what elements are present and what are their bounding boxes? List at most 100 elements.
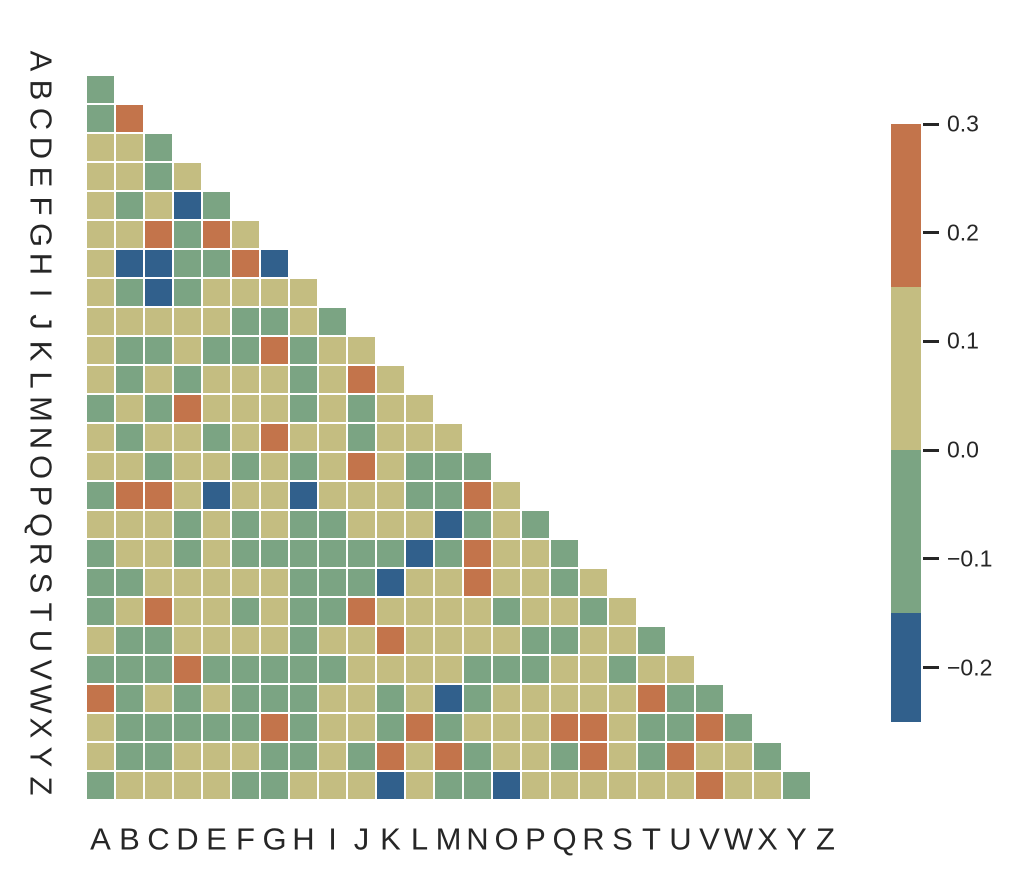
heatmap-cell-SD — [174, 569, 201, 596]
heatmap-cell-WG — [261, 685, 288, 712]
heatmap-cell-XH — [290, 714, 317, 741]
heatmap-cell-OC — [145, 453, 172, 480]
heatmap-cell-JI — [319, 308, 346, 335]
heatmap-cell-IE — [203, 279, 230, 306]
heatmap-cell-YI — [319, 743, 346, 770]
heatmap-cell-LE — [203, 366, 230, 393]
heatmap-cell-YX — [754, 743, 781, 770]
heatmap-cell-WF — [232, 685, 259, 712]
heatmap-cell-YO — [493, 743, 520, 770]
heatmap-cell-IH — [290, 279, 317, 306]
heatmap-cell-MJ — [348, 395, 375, 422]
heatmap-cell-UG — [261, 627, 288, 654]
heatmap-cell-ON — [464, 453, 491, 480]
heatmap-cell-TS — [609, 598, 636, 625]
heatmap-cell-MC — [145, 395, 172, 422]
heatmap-cell-GE — [203, 221, 230, 248]
heatmap-cell-UI — [319, 627, 346, 654]
heatmap-cell-GB — [116, 221, 143, 248]
colorbar-tick-mark — [923, 448, 939, 452]
heatmap-cell-OK — [377, 453, 404, 480]
heatmap-cell-KC — [145, 337, 172, 364]
heatmap-cell-TO — [493, 598, 520, 625]
heatmap-cell-OJ — [348, 453, 375, 480]
y-tick-label-B: B — [23, 79, 59, 101]
heatmap-cell-ZY — [783, 772, 810, 799]
heatmap-cell-TQ — [551, 598, 578, 625]
heatmap-cell-HA — [87, 250, 114, 277]
heatmap-cell-OL — [406, 453, 433, 480]
heatmap-cell-QM — [435, 511, 462, 538]
heatmap-cell-WH — [290, 685, 317, 712]
heatmap-cell-GC — [145, 221, 172, 248]
heatmap-cell-UO — [493, 627, 520, 654]
heatmap-cell-EC — [145, 163, 172, 190]
heatmap-cell-VU — [667, 656, 694, 683]
heatmap-cell-TJ — [348, 598, 375, 625]
heatmap-cell-YL — [406, 743, 433, 770]
heatmap-cell-SJ — [348, 569, 375, 596]
y-tick-label-T: T — [23, 602, 59, 622]
heatmap-cell-WT — [638, 685, 665, 712]
heatmap-cell-DB — [116, 134, 143, 161]
heatmap-cell-QK — [377, 511, 404, 538]
heatmap-cell-QN — [464, 511, 491, 538]
heatmap-cell-SK — [377, 569, 404, 596]
heatmap-cell-UB — [116, 627, 143, 654]
y-tick-label-C: C — [23, 107, 59, 131]
heatmap-cell-UJ — [348, 627, 375, 654]
heatmap-cell-QI — [319, 511, 346, 538]
heatmap-cell-PC — [145, 482, 172, 509]
heatmap-cell-UF — [232, 627, 259, 654]
heatmap-cell-XL — [406, 714, 433, 741]
y-tick-label-O: O — [23, 454, 59, 480]
heatmap-cell-GD — [174, 221, 201, 248]
heatmap-cell-ZT — [638, 772, 665, 799]
colorbar-segment-g — [891, 450, 921, 614]
heatmap-cell-QP — [522, 511, 549, 538]
heatmap-cell-WC — [145, 685, 172, 712]
x-tick-label-X: X — [757, 821, 778, 857]
heatmap-cell-UP — [522, 627, 549, 654]
heatmap-cell-ZD — [174, 772, 201, 799]
heatmap-cell-ZU — [667, 772, 694, 799]
x-tick-label-O: O — [494, 821, 519, 857]
x-tick-label-W: W — [723, 821, 754, 857]
heatmap-cell-MA — [87, 395, 114, 422]
x-tick-label-K: K — [380, 821, 401, 857]
heatmap-cell-EB — [116, 163, 143, 190]
colorbar-tick-label: −0.2 — [947, 654, 993, 680]
x-tick-label-B: B — [119, 821, 140, 857]
x-tick-label-P: P — [525, 821, 546, 857]
heatmap-cell-XR — [580, 714, 607, 741]
colorbar-tick-mark — [923, 122, 939, 126]
heatmap-cell-KG — [261, 337, 288, 364]
heatmap-cell-IG — [261, 279, 288, 306]
heatmap-cell-TA — [87, 598, 114, 625]
heatmap-cell-VH — [290, 656, 317, 683]
heatmap-cell-LF — [232, 366, 259, 393]
heatmap-cell-ML — [406, 395, 433, 422]
x-tick-label-S: S — [612, 821, 633, 857]
heatmap-cell-XM — [435, 714, 462, 741]
heatmap-cell-VS — [609, 656, 636, 683]
colorbar-tick-mark — [923, 666, 939, 669]
heatmap-cell-LD — [174, 366, 201, 393]
colorbar-tick-label: 0.3 — [947, 110, 979, 137]
heatmap-cell-JG — [261, 308, 288, 335]
heatmap-cell-NH — [290, 424, 317, 451]
heatmap-cell-TC — [145, 598, 172, 625]
heatmap-cell-ZN — [464, 772, 491, 799]
heatmap-cell-YA — [87, 743, 114, 770]
heatmap-cell-NL — [406, 424, 433, 451]
heatmap-cell-PE — [203, 482, 230, 509]
heatmap-cell-YN — [464, 743, 491, 770]
heatmap-cell-PN — [464, 482, 491, 509]
heatmap-cell-XK — [377, 714, 404, 741]
heatmap-cell-IC — [145, 279, 172, 306]
heatmap-cell-WP — [522, 685, 549, 712]
heatmap-cell-IB — [116, 279, 143, 306]
heatmap-cell-LC — [145, 366, 172, 393]
heatmap-cell-BA — [87, 76, 114, 103]
